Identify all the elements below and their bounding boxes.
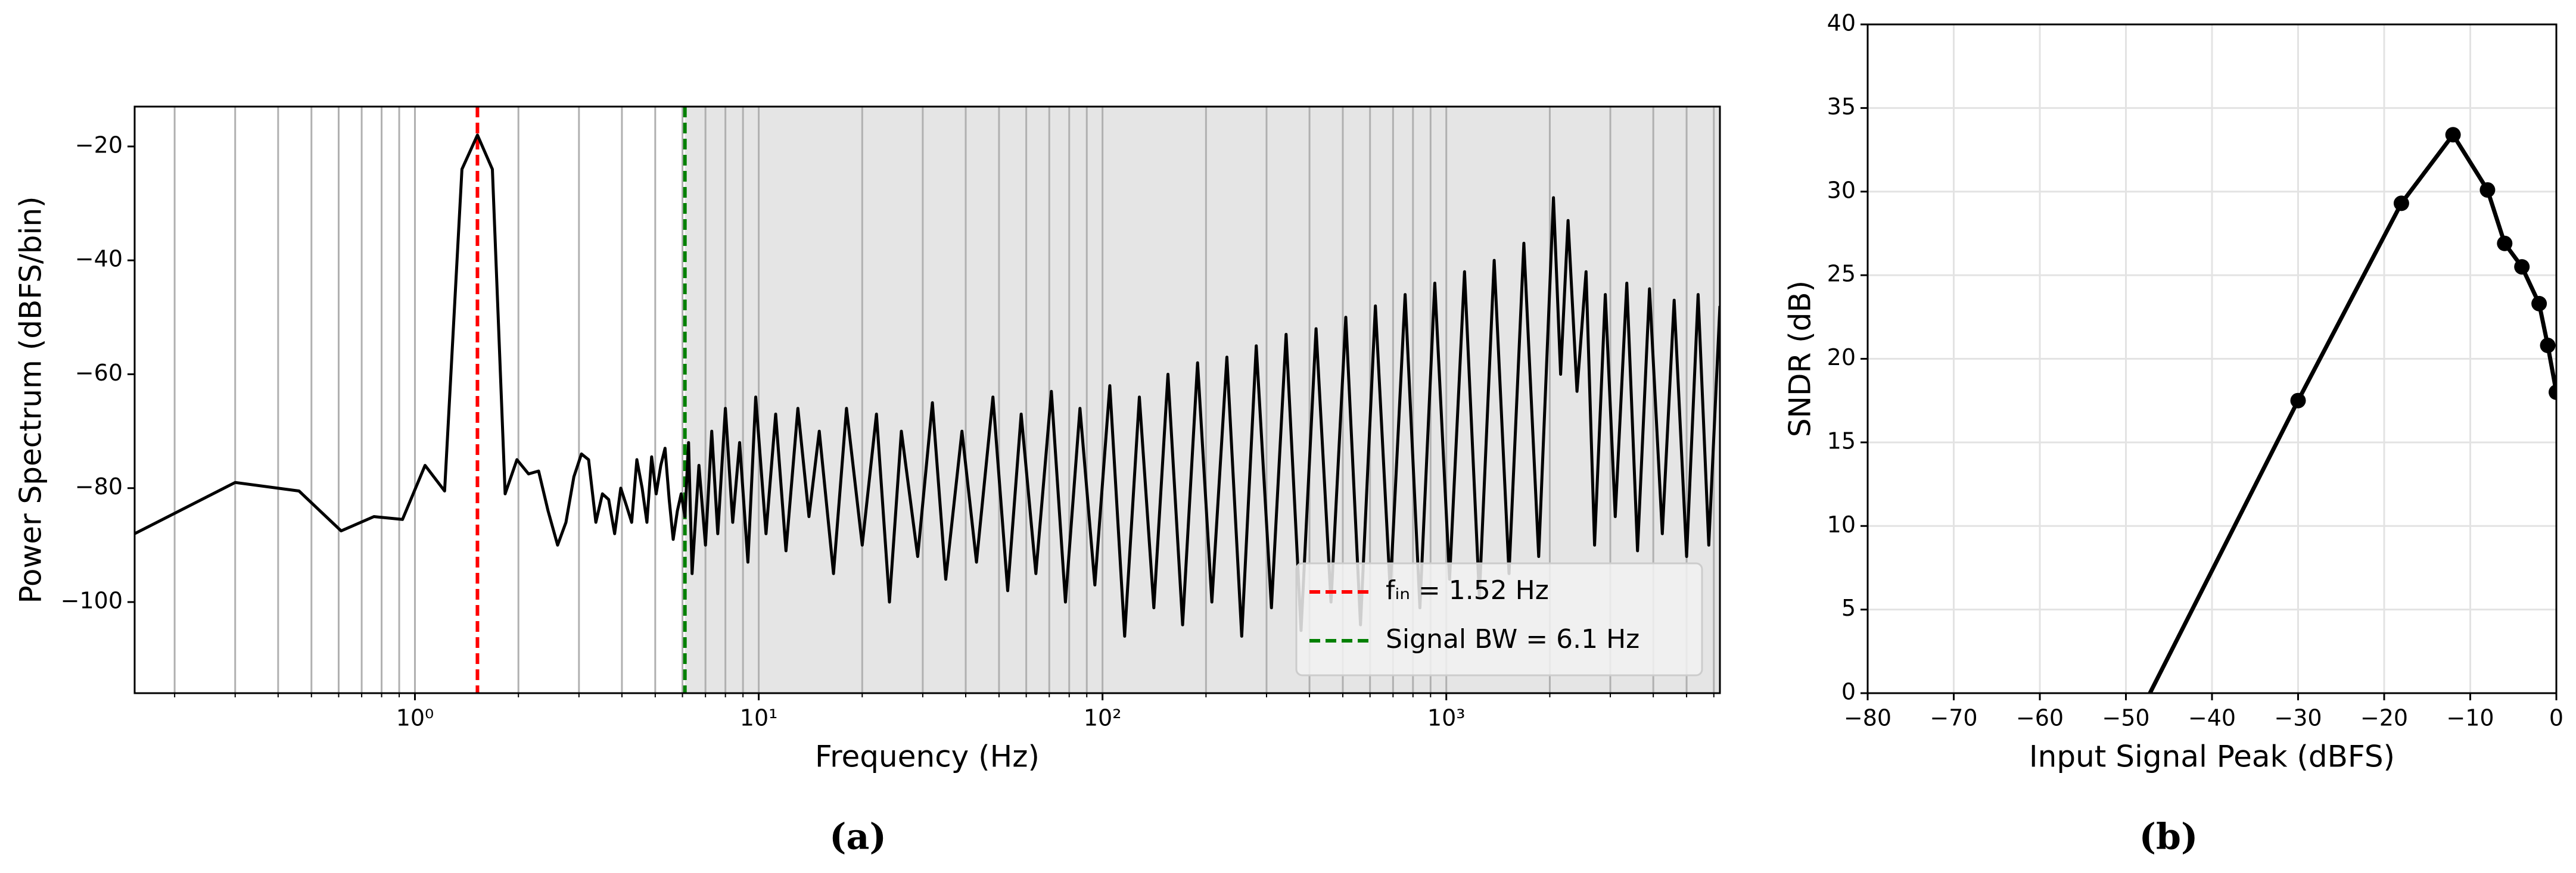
y-tick-label: −100 [61,587,123,613]
plot-area [135,107,1720,693]
x-tick-label: −80 [1844,705,1891,731]
x-tick-label: −70 [1930,705,1977,731]
x-axis-label: Frequency (Hz) [815,740,1040,774]
marker [2497,235,2513,251]
x-tick-label: −10 [2446,705,2494,731]
marker [2445,127,2461,143]
legend-label: Signal BW = 6.1 Hz [1386,624,1639,654]
axes-frame [1866,23,2558,694]
plot-area [2147,127,2556,693]
marker [2540,338,2556,354]
chart: −80 −70 −60 −50 −40 −30 −20 −10 0 0 5 10 15 20 25 30 35 4… [1783,10,2564,858]
y-tick-label: −20 [75,132,123,158]
x-tick-label: 10⁰ [396,705,434,731]
caption: (b) [2139,816,2198,858]
y-axis-label: Power Spectrum (dBFS/bin) [14,196,48,603]
data-line [2147,132,2556,693]
y-tick-label: 40 [1827,10,1856,36]
data-line [135,133,1720,638]
marker [2514,259,2530,275]
y-axis-label: SNDR (dB) [1783,280,1818,437]
x-tick-label: 0 [2549,705,2563,731]
y-tick-label: 30 [1827,177,1856,203]
marker [2393,195,2409,211]
y-tick-label: 0 [1841,679,1856,705]
x-tick-label: 10³ [1427,705,1466,731]
y-tick-label: 20 [1827,344,1856,370]
y-tick-label: −80 [75,473,123,500]
legend-box [1295,562,1703,676]
y-tick-label: 25 [1827,261,1856,287]
x-tick-label: 10² [1084,705,1122,731]
y-tick-label: 15 [1827,428,1856,454]
y-tick-label: −40 [75,246,123,272]
legend: fᵢₙ = 1.52 Hz Signal BW = 6.1 Hz [1295,562,1703,676]
y-tick-label: 5 [1841,595,1856,621]
chart: 10⁰ 10¹ 10² 10³ −100 −80 −60 −40 −20 Frequency (H… [14,105,1721,858]
y-tick-label: 35 [1827,93,1856,120]
legend-label: fᵢₙ = 1.52 Hz [1386,575,1549,606]
x-tick-label: −40 [2188,705,2236,731]
x-tick-label: −60 [2016,705,2064,731]
marker [2290,392,2306,409]
x-tick-label: −30 [2274,705,2322,731]
x-tick-label: −50 [2102,705,2149,731]
marker [2479,182,2496,198]
marker [2549,384,2556,400]
axes-frame [133,105,1721,694]
x-tick-label: −20 [2360,705,2408,731]
x-axis-label: Input Signal Peak (dBFS) [2029,740,2395,774]
y-tick-label: 10 [1827,512,1856,538]
x-tick-label: 10¹ [740,705,778,731]
y-tick-label: −60 [75,360,123,386]
caption: (a) [829,816,886,858]
marker [2531,295,2547,311]
